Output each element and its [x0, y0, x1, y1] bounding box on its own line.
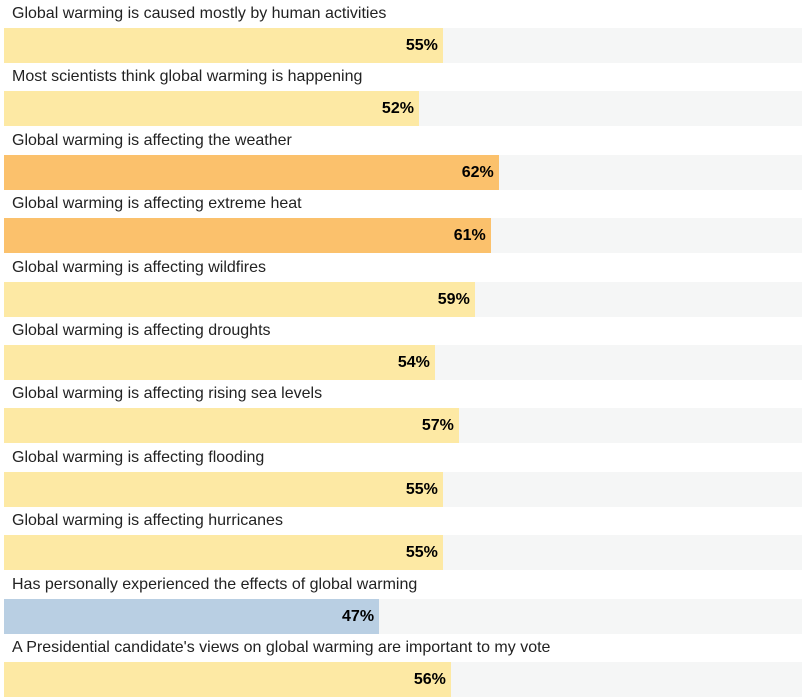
- category-label: Has personally experienced the effects o…: [12, 575, 418, 593]
- category-label: Global warming is caused mostly by human…: [12, 5, 387, 22]
- bar-track: 62%: [4, 154, 802, 190]
- bar: [4, 535, 443, 571]
- bar-row: Has personally experienced the effects o…: [0, 571, 803, 634]
- bar-row: Global warming is affecting rising sea l…: [0, 380, 803, 444]
- value-label: 56%: [413, 671, 446, 688]
- bar-row: Global warming is affecting droughts 54%: [0, 317, 803, 380]
- category-label: Global warming is affecting flooding: [12, 448, 265, 466]
- bar-track: 55%: [4, 535, 802, 571]
- bar-row: Global warming is affecting flooding 55%: [0, 444, 803, 507]
- bar: [4, 345, 435, 380]
- bar: [4, 218, 491, 254]
- bar-track: 56%: [4, 662, 802, 697]
- value-label: 54%: [397, 354, 430, 371]
- category-label: Global warming is affecting extreme heat: [12, 195, 302, 213]
- bar-row: Global warming is affecting extreme heat…: [0, 190, 803, 254]
- value-label: 47%: [342, 607, 375, 625]
- bar-track: 55%: [4, 471, 802, 507]
- bar: [4, 662, 451, 697]
- bar-track: 55%: [4, 28, 802, 63]
- bar-row: Global warming is affecting the weather 6…: [0, 127, 803, 190]
- bar: [4, 408, 459, 444]
- bar: [4, 471, 443, 507]
- bar-row: Most scientists think global warming is …: [0, 63, 803, 127]
- category-label: Global warming is affecting droughts: [12, 322, 271, 339]
- bar: [4, 154, 499, 190]
- category-label: Global warming is affecting hurricanes: [12, 512, 283, 530]
- value-label: 59%: [437, 290, 470, 308]
- bar: [4, 91, 419, 127]
- value-label: 55%: [405, 480, 438, 498]
- value-label: 55%: [405, 544, 438, 562]
- value-label: 57%: [421, 417, 454, 435]
- bar-row: A Presidential candidate's views on glob…: [0, 634, 803, 697]
- bar: [4, 598, 380, 634]
- category-label: Global warming is affecting wildfires: [12, 258, 267, 276]
- value-label: 62%: [461, 163, 494, 181]
- bar-row: Global warming is affecting hurricanes 55…: [0, 507, 803, 571]
- value-label: 61%: [453, 227, 486, 245]
- value-label: 52%: [381, 100, 414, 118]
- category-label: Global warming is affecting rising sea l…: [12, 385, 323, 403]
- bar-track: 47%: [4, 598, 802, 634]
- bar-track: 52%: [4, 91, 802, 127]
- category-label: Global warming is affecting the weather: [12, 131, 292, 149]
- bar: [4, 28, 443, 63]
- bar-track: 54%: [4, 345, 802, 380]
- bar-row: Global warming is affecting wildfires 59%: [0, 254, 803, 317]
- category-label: A Presidential candidate's views on glob…: [12, 639, 551, 656]
- bar-track: 59%: [4, 281, 802, 317]
- value-label: 55%: [405, 37, 438, 54]
- bar-row: Global warming is caused mostly by human…: [0, 0, 803, 63]
- category-label: Most scientists think global warming is …: [12, 68, 363, 86]
- bar-track: 61%: [4, 218, 802, 254]
- bar: [4, 281, 475, 317]
- bar-track: 57%: [4, 408, 802, 444]
